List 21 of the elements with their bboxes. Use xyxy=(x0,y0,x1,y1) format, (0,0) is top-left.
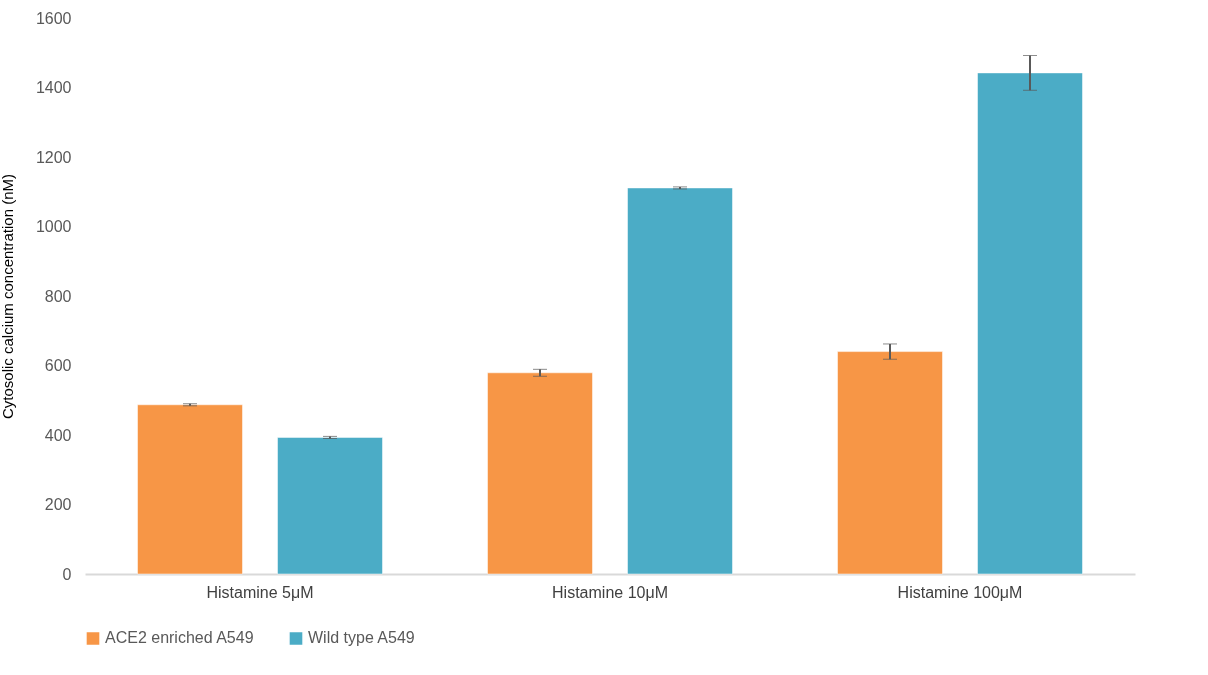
x-tick-label: Histamine 100μM xyxy=(897,583,1023,601)
y-tick-label: 200 xyxy=(44,496,72,513)
y-axis-title: Cytosolic calcium concentration (nM) xyxy=(0,173,16,420)
x-tick-label: Histamine 5μM xyxy=(206,583,314,601)
x-tick-label: Histamine 10μM xyxy=(552,583,668,601)
y-tick-label: 0 xyxy=(62,565,72,583)
y-tick-label: 1600 xyxy=(35,9,72,27)
bar xyxy=(277,436,383,575)
y-tick-label: 1400 xyxy=(35,79,72,96)
y-tick-label: 1000 xyxy=(35,218,72,235)
legend-label: Wild type A549 xyxy=(308,629,415,647)
bar xyxy=(837,351,943,575)
y-tick-label: 600 xyxy=(44,357,72,374)
bar xyxy=(487,372,593,575)
bar xyxy=(137,404,243,575)
y-tick-label: 1200 xyxy=(35,148,72,166)
bar xyxy=(627,187,733,575)
y-tick-label: 800 xyxy=(44,287,72,305)
y-tick-label: 400 xyxy=(44,426,72,444)
legend-label: ACE2 enriched A549 xyxy=(105,629,254,647)
bar xyxy=(977,72,1083,575)
